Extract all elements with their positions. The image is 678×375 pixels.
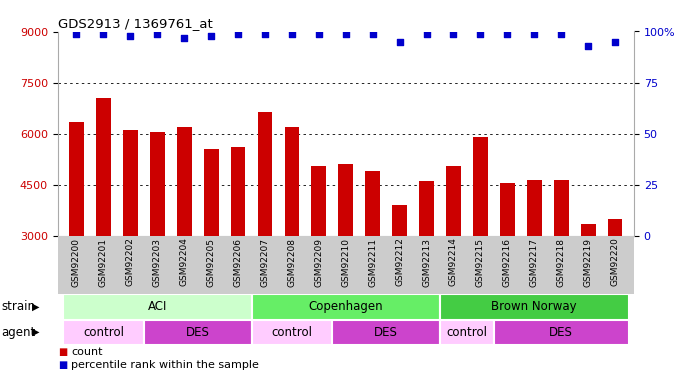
- Point: [98, 30, 109, 36]
- Bar: [285, 127, 299, 236]
- Point: [582, 43, 593, 49]
- Text: percentile rank within the sample: percentile rank within the sample: [71, 360, 259, 370]
- Bar: [144, 320, 252, 345]
- Text: GSM92202: GSM92202: [126, 238, 135, 286]
- Text: ■: ■: [58, 360, 67, 370]
- Bar: [252, 294, 440, 320]
- Text: GSM92207: GSM92207: [260, 238, 269, 286]
- Point: [448, 30, 459, 36]
- Bar: [252, 320, 332, 345]
- Bar: [63, 320, 144, 345]
- Point: [367, 30, 378, 36]
- Text: GSM92219: GSM92219: [584, 238, 593, 286]
- Point: [71, 30, 82, 36]
- Bar: [393, 205, 407, 236]
- Text: Copenhagen: Copenhagen: [308, 300, 383, 313]
- Text: agent: agent: [1, 326, 36, 339]
- Point: [340, 30, 351, 36]
- Text: DES: DES: [549, 326, 573, 339]
- Bar: [231, 147, 245, 236]
- Bar: [494, 320, 629, 345]
- Text: GSM92217: GSM92217: [530, 238, 539, 286]
- Text: GSM92206: GSM92206: [233, 238, 243, 286]
- Text: GSM92208: GSM92208: [287, 238, 296, 286]
- Bar: [69, 122, 84, 236]
- Text: GSM92213: GSM92213: [422, 238, 431, 286]
- Bar: [527, 180, 542, 236]
- Point: [502, 30, 513, 36]
- Text: ■: ■: [58, 346, 67, 357]
- Bar: [440, 320, 494, 345]
- Bar: [96, 98, 111, 236]
- Text: control: control: [271, 326, 313, 339]
- Text: ▶: ▶: [31, 302, 39, 312]
- Bar: [63, 294, 252, 320]
- Point: [233, 30, 243, 36]
- Point: [125, 33, 136, 39]
- Text: control: control: [83, 326, 124, 339]
- Point: [475, 30, 486, 36]
- Text: GSM92218: GSM92218: [557, 238, 565, 286]
- Point: [421, 30, 432, 36]
- Bar: [123, 130, 138, 236]
- Text: DES: DES: [374, 326, 398, 339]
- Bar: [177, 127, 192, 236]
- Point: [529, 30, 540, 36]
- Bar: [446, 166, 461, 236]
- Text: GDS2913 / 1369761_at: GDS2913 / 1369761_at: [58, 17, 212, 30]
- Text: GSM92220: GSM92220: [611, 238, 620, 286]
- Bar: [607, 219, 622, 236]
- Bar: [311, 166, 326, 236]
- Bar: [440, 294, 629, 320]
- Text: count: count: [71, 346, 102, 357]
- Text: DES: DES: [186, 326, 210, 339]
- Text: GSM92200: GSM92200: [72, 238, 81, 286]
- Bar: [150, 132, 165, 236]
- Text: GSM92214: GSM92214: [449, 238, 458, 286]
- Text: ▶: ▶: [31, 327, 39, 337]
- Bar: [258, 111, 273, 236]
- Bar: [473, 137, 488, 236]
- Bar: [581, 224, 595, 236]
- Bar: [365, 171, 380, 236]
- Text: GSM92215: GSM92215: [476, 238, 485, 286]
- Bar: [554, 180, 569, 236]
- Text: GSM92212: GSM92212: [395, 238, 404, 286]
- Point: [556, 30, 567, 36]
- Point: [179, 34, 190, 40]
- Bar: [338, 164, 353, 236]
- Point: [313, 30, 324, 36]
- Text: control: control: [447, 326, 487, 339]
- Point: [152, 30, 163, 36]
- Text: GSM92203: GSM92203: [153, 238, 162, 286]
- Bar: [500, 183, 515, 236]
- Point: [610, 39, 620, 45]
- Bar: [203, 149, 218, 236]
- Bar: [332, 320, 440, 345]
- Text: GSM92205: GSM92205: [207, 238, 216, 286]
- Text: GSM92209: GSM92209: [315, 238, 323, 286]
- Text: GSM92216: GSM92216: [503, 238, 512, 286]
- Point: [260, 30, 271, 36]
- Point: [394, 39, 405, 45]
- Text: GSM92201: GSM92201: [99, 238, 108, 286]
- Bar: [419, 182, 434, 236]
- Text: ACI: ACI: [148, 300, 167, 313]
- Text: GSM92204: GSM92204: [180, 238, 188, 286]
- Point: [205, 33, 216, 39]
- Text: GSM92211: GSM92211: [368, 238, 377, 286]
- Point: [287, 30, 298, 36]
- Text: strain: strain: [1, 300, 35, 313]
- Text: GSM92210: GSM92210: [341, 238, 351, 286]
- Text: Brown Norway: Brown Norway: [492, 300, 577, 313]
